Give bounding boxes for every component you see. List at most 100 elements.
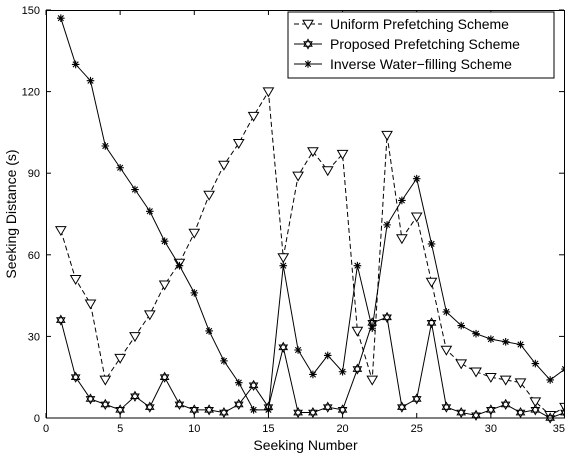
marker-part (471, 412, 481, 421)
series-1-point (232, 139, 245, 150)
y-tick-label: 120 (22, 87, 40, 99)
series-1-point (366, 375, 379, 386)
series-3-point (412, 174, 421, 183)
x-tick-label: 0 (43, 423, 49, 435)
series-3-point (383, 221, 391, 229)
series-1-point (188, 228, 201, 239)
series-1-point (69, 275, 82, 286)
marker-part (293, 409, 303, 419)
series-1-point (396, 234, 408, 245)
series-3-point (309, 370, 317, 379)
marker-part (456, 409, 467, 419)
marker-part (397, 404, 407, 413)
y-tick-label: 150 (22, 5, 40, 17)
series-1-point (203, 190, 215, 201)
series-3-point (487, 335, 495, 343)
marker-part (352, 366, 363, 375)
legend-box (287, 11, 555, 79)
series-2-point (174, 398, 185, 410)
series-2-point (456, 406, 467, 419)
marker-part (55, 317, 66, 326)
marker-part (337, 407, 348, 416)
series-3-point (398, 196, 406, 205)
series-3 (57, 14, 565, 414)
series-1-point (321, 166, 334, 177)
y-tick-label: 90 (28, 168, 40, 180)
series-2-point (219, 406, 229, 419)
series-2-point (144, 401, 155, 413)
legend: Uniform Prefetching Scheme Proposed Prefe… (287, 11, 555, 79)
series-1 (54, 87, 565, 422)
series-2-point (189, 404, 200, 416)
series-2-point (293, 406, 303, 419)
marker-part (530, 407, 541, 416)
series-3-point (472, 329, 480, 338)
x-tick-label: 20 (336, 423, 348, 435)
series-3-point (71, 60, 80, 69)
series-2-point (426, 317, 437, 329)
series-1-point (247, 111, 260, 122)
x-axis-label: Seeking Number (253, 437, 358, 453)
marker-part (411, 396, 422, 405)
x-tick-label: 25 (411, 423, 423, 435)
series-3-point (338, 367, 347, 376)
marker-part (159, 374, 170, 383)
y-axis-label: Seeking Distance (s) (3, 149, 19, 278)
series-2-point (545, 412, 556, 424)
series-3-point (234, 378, 243, 387)
legend-item: Inverse Water−filling Scheme (294, 56, 512, 72)
series-1-point (277, 253, 290, 264)
series-3-point (457, 321, 465, 330)
series-3-point (220, 357, 228, 365)
series-1-point (351, 326, 364, 337)
series-2-point (515, 406, 526, 419)
series-1-point (499, 375, 512, 386)
marker-part (233, 401, 244, 410)
legend-marker (304, 60, 312, 68)
series-1-line (60, 90, 565, 416)
series-1-point (218, 160, 230, 171)
marker-part (322, 404, 333, 413)
legend-marker (303, 38, 313, 50)
marker-part (248, 382, 259, 391)
series-3-point (279, 261, 288, 270)
series-1-point (514, 378, 527, 389)
series-3-point (323, 351, 332, 360)
series-2-point (486, 404, 496, 416)
x-tick-label: 15 (262, 423, 274, 435)
series-2-point (55, 314, 66, 326)
marker-part (130, 393, 140, 402)
series-3-point (175, 261, 184, 270)
series-2-point (278, 341, 289, 353)
series-3-point (264, 406, 273, 414)
series-3-point (190, 289, 199, 297)
series-3-point (116, 163, 124, 172)
marker-part (144, 404, 155, 413)
marker-part (85, 396, 96, 405)
legend-item: Proposed Prefetching Scheme (294, 36, 520, 52)
series-1-point (470, 367, 482, 378)
series-1-point (99, 375, 112, 386)
series-1-point (129, 332, 141, 343)
series-2-point (530, 404, 541, 416)
series-2-point (441, 401, 452, 413)
legend-marker (302, 19, 314, 30)
legend-label: Proposed Prefetching Scheme (330, 36, 520, 52)
series-3-point (353, 261, 362, 270)
x-tick-label: 30 (485, 423, 497, 435)
marker-part (441, 404, 452, 413)
marker-part (382, 314, 392, 323)
series-3-point (57, 14, 65, 22)
series-2-point (233, 398, 244, 410)
series-1-point (336, 149, 349, 160)
plot-marks (54, 14, 565, 424)
series-3-point (160, 237, 169, 245)
series-3-point (427, 240, 436, 248)
series-1-point (307, 147, 319, 158)
marker-part (219, 409, 229, 419)
series-2-point (70, 371, 81, 383)
series-3-point (131, 185, 139, 194)
series-2-point (411, 393, 422, 405)
series-3-point (101, 142, 110, 150)
